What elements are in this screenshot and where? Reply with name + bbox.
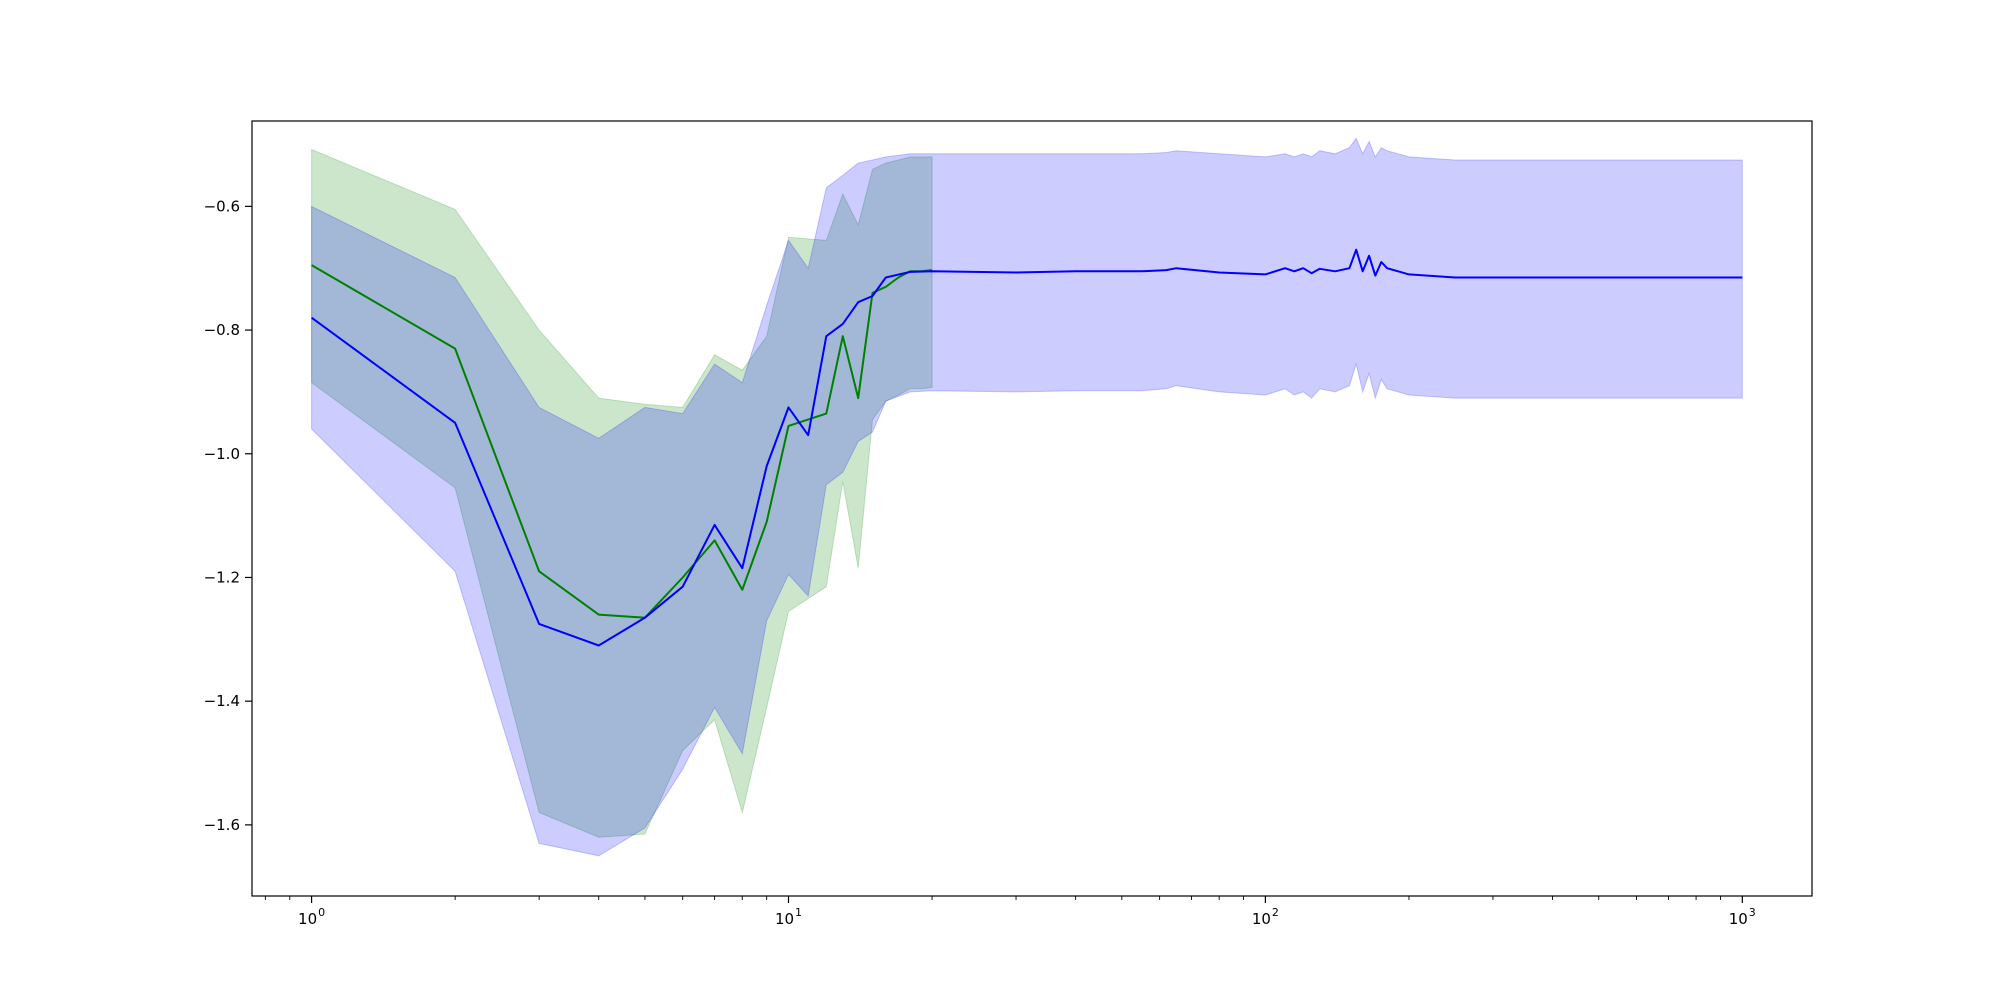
x-tick-label: 10 — [1729, 910, 1748, 928]
confidence-bands — [311, 137, 1743, 857]
y-tick-label: −1.4 — [204, 692, 240, 710]
x-tick-label: 10 — [1252, 910, 1271, 928]
y-tick-label: −1.6 — [204, 816, 240, 834]
x-tick-label: 10 — [298, 910, 317, 928]
plot-area-frame — [251, 120, 1813, 897]
y-axis-ticks: −0.6 −0.8 −1.0 −1.2 −1.4 −1.6 — [204, 197, 252, 834]
y-tick-label: −0.6 — [204, 197, 240, 215]
x-tick-label-exponent: 3 — [1749, 906, 1756, 919]
x-tick-label: 10 — [775, 910, 794, 928]
y-tick-label: −0.8 — [204, 321, 240, 339]
series-lines — [311, 248, 1743, 647]
y-tick-label: −1.0 — [204, 445, 240, 463]
x-tick-label-exponent: 0 — [318, 906, 325, 919]
x-tick-label-exponent: 1 — [795, 906, 802, 919]
x-axis-ticks: 10 0 10 1 10 2 10 3 — [264, 896, 1756, 928]
series-2-line — [311, 248, 1743, 647]
y-tick-label: −1.2 — [204, 568, 240, 586]
series-1-line — [311, 264, 933, 619]
series-1-confidence-band — [311, 148, 933, 838]
x-tick-label-exponent: 2 — [1272, 906, 1279, 919]
series-2-confidence-band — [311, 137, 1743, 857]
